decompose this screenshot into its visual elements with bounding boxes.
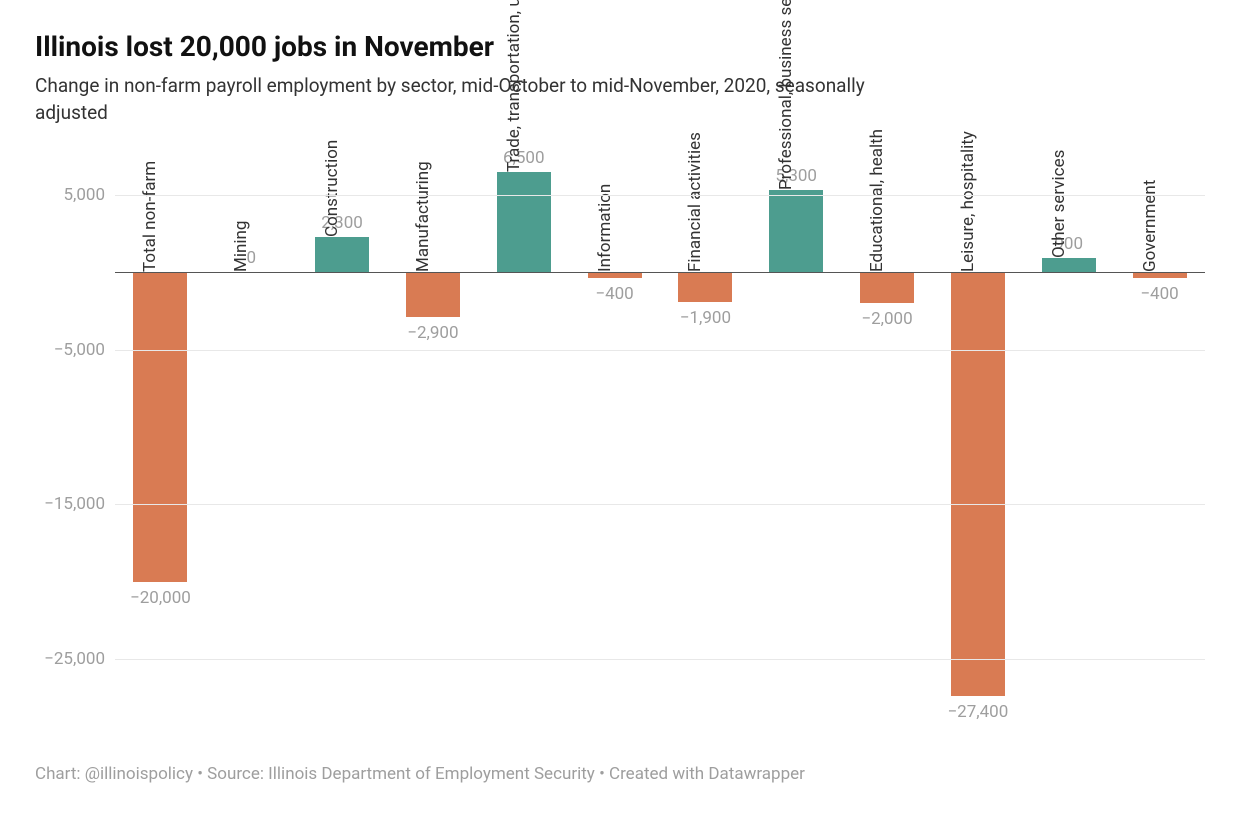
plot-area: −20,000 Total non-farm 0Mining2,300Constru… xyxy=(115,156,1205,736)
category-label: Information xyxy=(595,184,615,272)
y-axis: 5,000 −5,000 −15,000 −25,000 xyxy=(35,156,115,736)
bar-value-label: −27,400 xyxy=(947,702,1008,722)
gridline xyxy=(115,659,1205,660)
gridline xyxy=(115,504,1205,505)
category-label: Construction xyxy=(322,139,342,236)
bar-slot: −400 Information xyxy=(569,156,660,736)
category-label: Leisure, hospitality xyxy=(958,131,978,272)
bar-slot: 2,300Construction xyxy=(297,156,388,736)
bar xyxy=(133,272,187,581)
bar-slot: −2,000Educational, health xyxy=(842,156,933,736)
bar-slot: 900Other services xyxy=(1023,156,1114,736)
bar-value-label: −400 xyxy=(1140,284,1178,304)
category-label: Trade, transportation, utilities xyxy=(504,0,524,172)
y-tick-label: −15,000 xyxy=(35,494,105,514)
category-label: Manufacturing xyxy=(413,162,433,273)
bar-slot: 5,300Professional, business services xyxy=(751,156,842,736)
bar-slot: 6,500Trade, transportation, utilities xyxy=(478,156,569,736)
bar xyxy=(951,272,1005,696)
bar-slot: −400 Government xyxy=(1114,156,1205,736)
category-label: Government xyxy=(1140,180,1160,272)
bar-slot: −27,400Leisure, hospitality xyxy=(932,156,1023,736)
bar xyxy=(860,272,914,303)
chart-footer: Chart: @illinoispolicy • Source: Illinoi… xyxy=(35,764,1205,784)
zero-line xyxy=(115,272,1205,273)
bar xyxy=(678,272,732,301)
y-tick-label: −25,000 xyxy=(35,649,105,669)
bar-value-label: −20,000 xyxy=(130,588,191,608)
category-label: Educational, health xyxy=(867,129,887,272)
gridline xyxy=(115,195,1205,196)
bar xyxy=(769,190,823,272)
bar-value-label: −400 xyxy=(595,284,633,304)
bar-value-label: −2,900 xyxy=(407,323,458,343)
chart-area: 5,000 −5,000 −15,000 −25,000 −20,000 Total n… xyxy=(35,156,1205,736)
bar-slot: 0Mining xyxy=(206,156,297,736)
bar xyxy=(406,272,460,317)
y-tick-label: −5,000 xyxy=(35,340,105,360)
bar xyxy=(315,237,369,273)
bar-slot: −1,900Financial activities xyxy=(660,156,751,736)
y-tick-label: 5,000 xyxy=(35,185,105,205)
category-label: Professional, business services xyxy=(776,0,796,190)
chart-subtitle: Change in non-farm payroll employment by… xyxy=(35,73,935,126)
bar-value-label: −2,000 xyxy=(861,309,912,329)
category-label: Mining xyxy=(231,221,251,272)
chart-title: Illinois lost 20,000 jobs in November xyxy=(35,30,1205,63)
bars-container: −20,000 Total non-farm 0Mining2,300Constru… xyxy=(115,156,1205,736)
bar xyxy=(1042,258,1096,272)
category-label: Other services xyxy=(1049,150,1069,258)
bar xyxy=(497,172,551,273)
category-label: Total non-farm xyxy=(140,161,160,272)
bar-value-label: −1,900 xyxy=(680,308,731,328)
gridline xyxy=(115,350,1205,351)
bar-slot: −2,900 Manufacturing xyxy=(387,156,478,736)
category-label: Financial activities xyxy=(685,132,705,272)
bar-slot: −20,000 Total non-farm xyxy=(115,156,206,736)
